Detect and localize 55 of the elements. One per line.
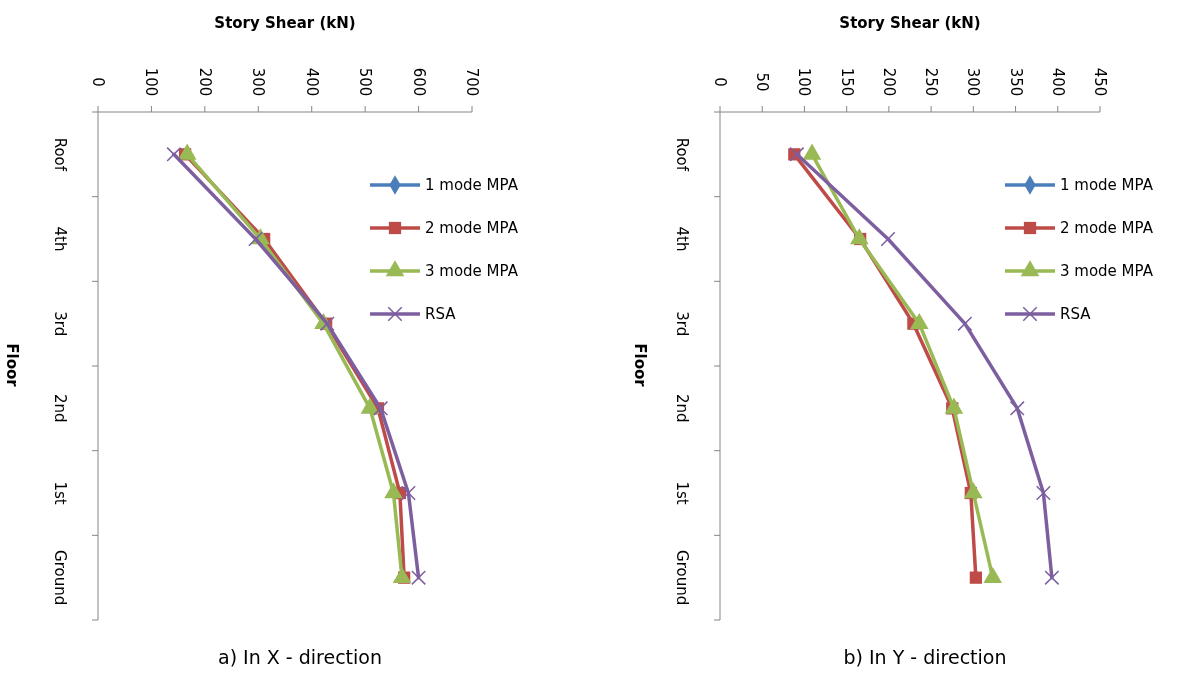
x-tick-label: 400 [1048,67,1067,97]
point [400,485,416,501]
y-tick-label: 1st [51,481,69,505]
x-tick-label: 700 [463,67,481,97]
y-tick-label: 2nd [51,394,69,423]
x-tick-label: 600 [409,67,428,97]
point [411,570,427,586]
point [166,146,182,162]
point [969,571,982,584]
x-tick-label: 100 [795,67,814,97]
x-tick-label: 300 [964,67,983,97]
legend-label: 2 mode MPA [1060,219,1154,237]
legend-label: 2 mode MPA [425,219,519,237]
legend-label: 1 mode MPA [425,176,519,194]
x-tick-label: 500 [356,67,375,97]
x-tick-label: 250 [922,67,941,97]
x-tick-label: 450 [1091,67,1109,97]
y-tick-label: Roof [51,137,69,172]
y-tick-label: Ground [673,550,691,606]
x-axis-title: Story Shear (kN) [839,14,981,32]
point [957,316,973,332]
y-tick-label: 3rd [673,311,691,337]
y-tick-label: 3rd [51,311,69,337]
y-tick-label: Roof [673,137,691,172]
legend-label: 3 mode MPA [1060,262,1154,280]
y-tick-label: 2nd [673,394,691,423]
point [1044,570,1060,586]
x-tick-label: 0 [711,77,729,87]
legend-label: 1 mode MPA [1060,176,1154,194]
point [789,146,805,162]
y-tick-label: 4th [51,226,69,252]
x-tick-label: 200 [195,67,214,97]
x-tick-label: 150 [837,67,856,97]
point [248,231,264,247]
y-tick-label: 1st [673,481,691,505]
x-tick-label: 200 [879,67,898,97]
x-tick-label: 50 [753,72,772,92]
x-tick-label: 0 [89,77,107,87]
x-tick-label: 300 [249,67,268,97]
x-axis-title: Story Shear (kN) [214,14,356,32]
text: b) In Y - direction [843,646,1007,668]
y-axis-title: Floor [3,343,21,388]
y-axis-title: Floor [631,343,649,388]
y-tick-label: 4th [673,226,691,252]
x-tick-label: 400 [302,67,321,97]
point [1009,400,1025,416]
legend-label: 3 mode MPA [425,262,519,280]
point [1035,485,1051,501]
x-tick-label: 100 [142,67,161,97]
legend-label: RSA [1060,305,1092,323]
x-tick-label: 350 [1006,67,1025,97]
y-tick-label: Ground [51,550,69,606]
point [373,400,389,416]
legend-label: RSA [425,305,457,323]
text: a) In X - direction [218,646,382,668]
